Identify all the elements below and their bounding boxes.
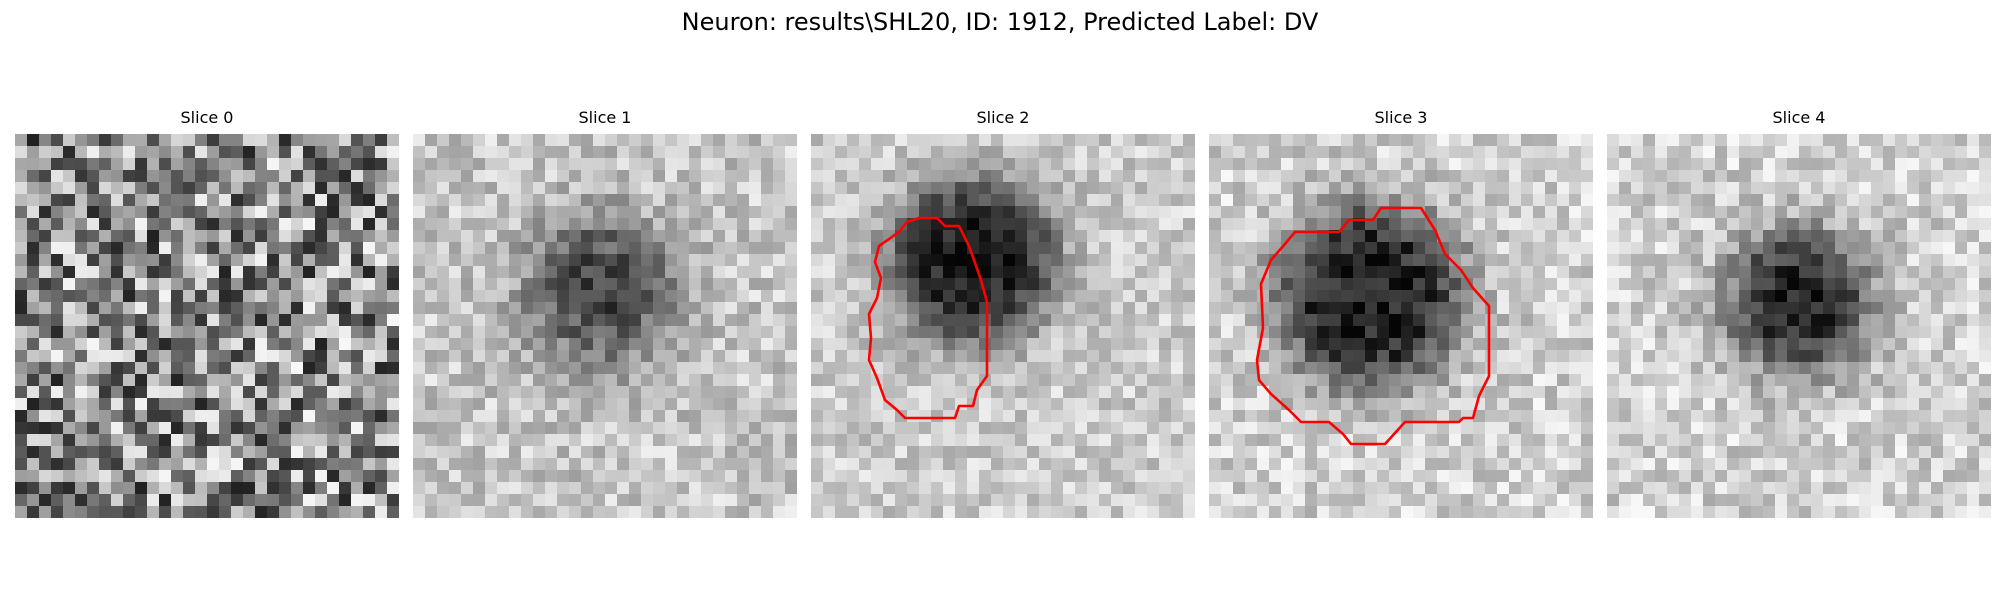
slice-title: Slice 0 <box>180 108 234 127</box>
segmentation-contour <box>1255 206 1491 446</box>
slice-title: Slice 1 <box>578 108 632 127</box>
slice-title: Slice 3 <box>1374 108 1428 127</box>
slice-title: Slice 2 <box>976 108 1030 127</box>
slice-image-3 <box>1209 134 1593 518</box>
slice-image-4 <box>1607 134 1991 518</box>
slice-image-2 <box>811 134 1195 518</box>
slice-title: Slice 4 <box>1772 108 1826 127</box>
segmentation-contour <box>867 216 989 420</box>
slice-image-1 <box>413 134 797 518</box>
slice-image-0 <box>15 134 399 518</box>
figure-title: Neuron: results\SHL20, ID: 1912, Predict… <box>681 8 1319 36</box>
